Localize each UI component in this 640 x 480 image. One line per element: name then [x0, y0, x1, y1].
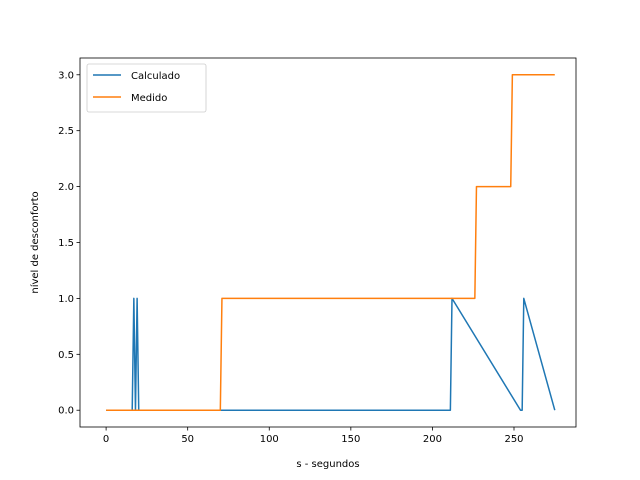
x-tick-label: 100 — [260, 434, 279, 445]
legend-box — [86, 63, 207, 113]
x-tick-label: 0 — [103, 434, 109, 445]
y-axis-label: nível de desconforto — [29, 191, 41, 293]
y-tick-label: 1.5 — [58, 238, 74, 249]
x-tick-label: 50 — [181, 434, 194, 445]
legend-label: Medido — [131, 93, 167, 104]
x-axis-label: s - segundos — [296, 459, 359, 470]
x-tick-label: 250 — [504, 434, 523, 445]
y-tick-label: 2.0 — [58, 182, 74, 193]
series-line-calculado — [106, 297, 556, 411]
x-axis: 0 50 100 150 200 250 — [103, 427, 524, 445]
legend: Calculado Medido — [86, 63, 207, 113]
y-tick-label: 0.5 — [58, 350, 74, 361]
series-line-medido — [106, 74, 555, 411]
y-tick-label: 2.5 — [58, 126, 74, 137]
x-tick-label: 150 — [341, 434, 360, 445]
legend-label: Calculado — [131, 71, 180, 82]
y-tick-label: 3.0 — [58, 70, 74, 81]
y-axis: 0.0 0.5 1.0 1.5 2.0 2.5 3.0 — [58, 70, 80, 417]
series-layer — [106, 74, 556, 411]
y-tick-label: 1.0 — [58, 294, 74, 305]
y-tick-label: 0.0 — [58, 406, 74, 417]
x-tick-label: 200 — [423, 434, 442, 445]
